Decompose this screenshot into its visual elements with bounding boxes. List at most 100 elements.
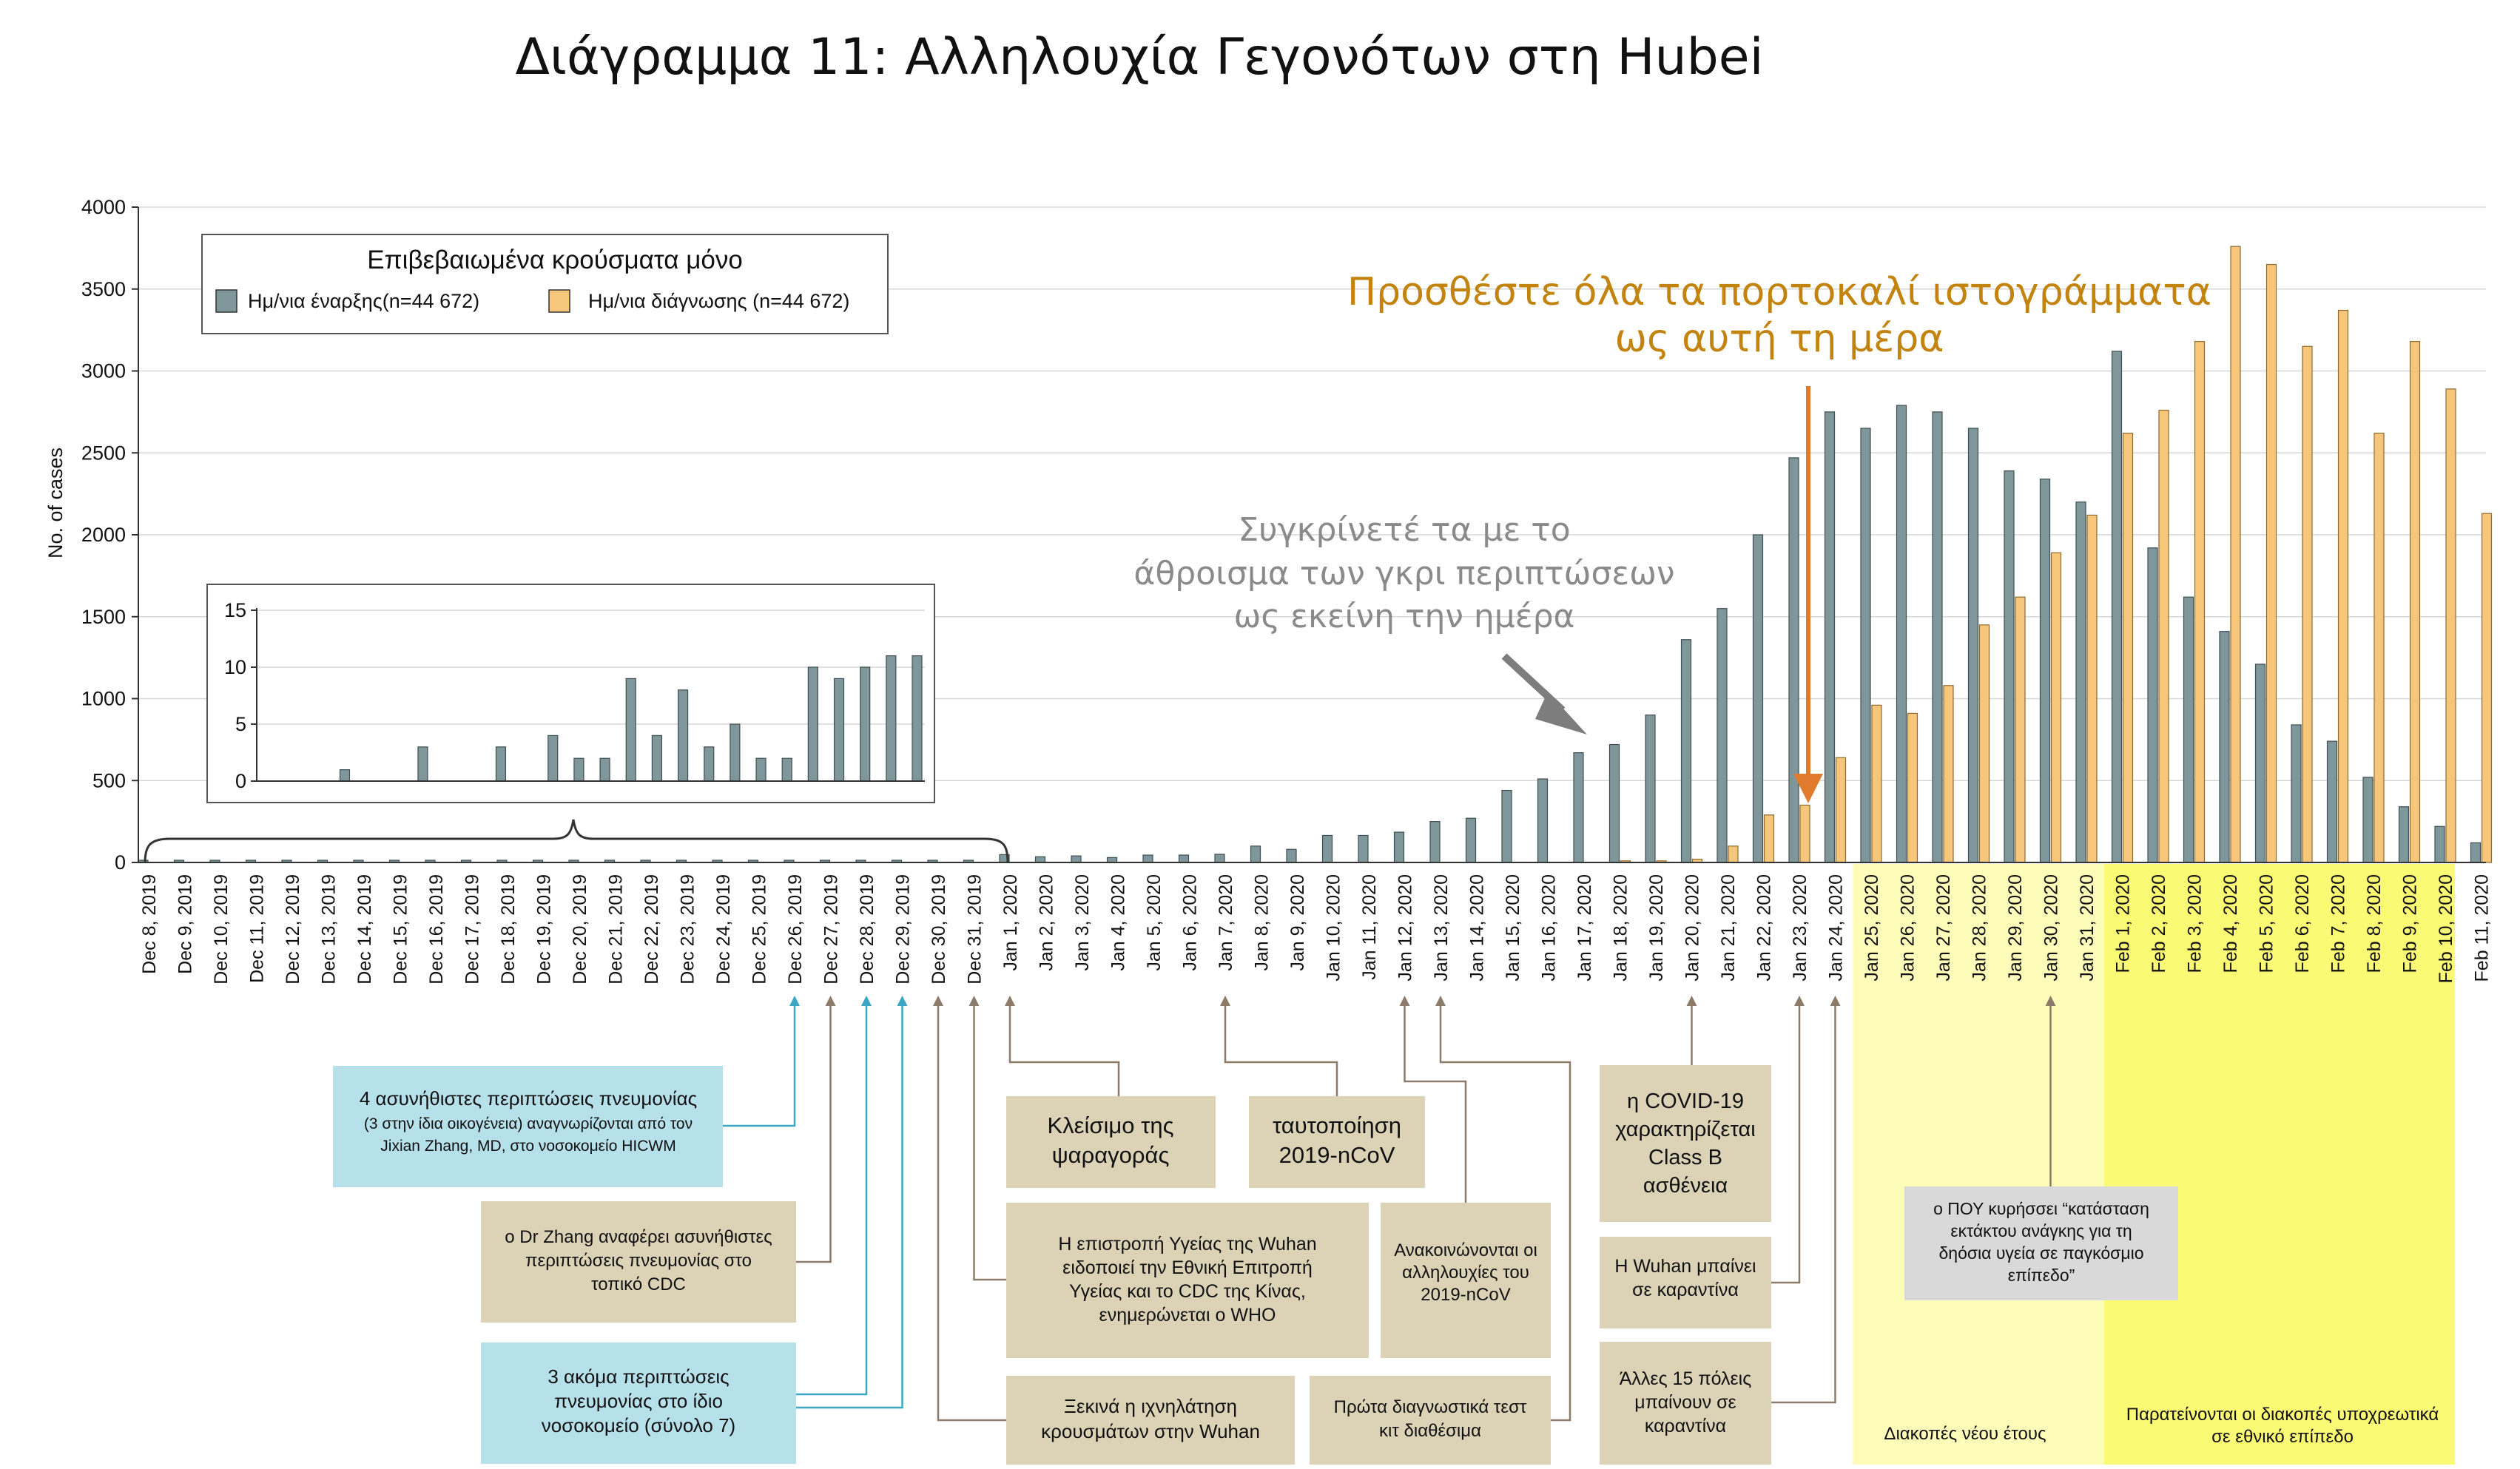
x-tick-label: Jan 31, 2020: [2077, 874, 2098, 982]
bar-diagnosis: [2122, 433, 2134, 863]
x-tick-label: Jan 8, 2020: [1252, 874, 1273, 971]
event-connector-arrowhead: [2045, 996, 2056, 1006]
x-tick-label: Jan 16, 2020: [1539, 874, 1560, 982]
event-first-cases-line1: 4 ασυνήθιστες περιπτώσεις πνευμονίας: [360, 1087, 697, 1110]
x-tick-label: Dec 26, 2019: [785, 874, 806, 985]
event-connector-line: [1771, 1004, 1836, 1404]
bar-onset: [1358, 834, 1369, 863]
x-tick-label: Jan 1, 2020: [1000, 874, 1021, 971]
inset-bar: [599, 757, 610, 782]
event-more-cases-line1: 3 ακόμα περιπτώσεις: [548, 1365, 729, 1388]
x-tick-label: Dec 18, 2019: [498, 874, 519, 985]
y-tick-label: 500: [92, 769, 126, 791]
x-tick-label: Jan 12, 2020: [1395, 874, 1416, 982]
x-tick-label: Dec 20, 2019: [570, 874, 590, 985]
x-tick-label: Dec 14, 2019: [354, 874, 375, 985]
bar-onset: [1465, 817, 1477, 863]
event-class-b-line2: χαρακτηρίζεται: [1615, 1118, 1755, 1141]
y-tick-label: 2500: [81, 442, 126, 464]
event-report-cdc-line2: περιπτώσεις πνευμονίας στο: [525, 1251, 752, 1271]
x-tick-label: Jan 14, 2020: [1467, 874, 1488, 982]
event-box-market-closure: [1006, 1096, 1216, 1188]
bar-onset: [1680, 639, 1692, 863]
x-tick-label: Dec 16, 2019: [426, 874, 447, 985]
event-boxes: 4 ασυνήθιστες περιπτώσεις πνευμονίας (3 …: [333, 1065, 2439, 1465]
event-report-cdc-line3: τοπικό CDC: [591, 1274, 686, 1294]
x-tick-label: Jan 21, 2020: [1718, 874, 1739, 982]
event-box-first-cases: [333, 1066, 723, 1187]
x-tick-label: Feb 1, 2020: [2113, 874, 2134, 973]
x-tick-label: Jan 2, 2020: [1037, 874, 1057, 971]
holiday-new-year-label: Διακοπές νέου έτους: [1884, 1424, 2046, 1444]
x-axis-ticks: Dec 8, 2019 Dec 9, 2019 Dec 10, 2019 Dec 11…: [139, 874, 2493, 985]
x-tick-label: Dec 9, 2019: [175, 874, 196, 974]
event-connector-arrowhead: [1794, 996, 1805, 1006]
x-tick-label: Jan 17, 2020: [1574, 874, 1595, 982]
y-tick-label: 1500: [81, 606, 126, 628]
x-tick-label: Jan 30, 2020: [2041, 874, 2062, 982]
legend-title: Επιβεβαιωμένα κρούσματα μόνο: [367, 246, 743, 274]
holiday-extended-label-line2: σε εθνικό επίπεδο: [2211, 1427, 2354, 1447]
event-box-wuhan-quarantine: [1600, 1237, 1771, 1328]
bar-onset: [1896, 405, 1907, 863]
inset-bar: [677, 689, 689, 782]
bar-onset: [2183, 596, 2194, 863]
legend-swatch-onset: [215, 289, 237, 313]
event-market-closure-line2: ψαραγοράς: [1052, 1142, 1170, 1168]
event-connector-line: [973, 1004, 1006, 1281]
event-connector-arrowhead: [1830, 996, 1841, 1006]
event-connector-arrowhead: [897, 996, 908, 1006]
gray-annotation-line1: Συγκρίνετέ τα με το: [1238, 511, 1570, 549]
bar-onset: [1142, 854, 1153, 863]
x-tick-label: Jan 29, 2020: [2005, 874, 2026, 982]
event-box-notify-who: [1006, 1203, 1369, 1358]
event-connector-arrowhead: [1220, 996, 1230, 1006]
x-tick-label: Jan 19, 2020: [1646, 874, 1667, 982]
bar-diagnosis: [1943, 685, 1954, 863]
event-notify-who-line3: Υγείας και το CDC της Κίνας,: [1069, 1281, 1306, 1302]
bar-onset: [1250, 845, 1261, 863]
x-tick-label: Dec 24, 2019: [713, 874, 734, 985]
inset-bar: [573, 757, 584, 782]
y-tick-label: 0: [115, 851, 126, 874]
event-15-cities-line1: Άλλες 15 πόλεις: [1620, 1368, 1752, 1389]
bar-onset: [1034, 856, 1046, 863]
x-tick-label: Jan 13, 2020: [1431, 874, 1452, 982]
y-axis-label: No. of cases: [44, 448, 67, 558]
bar-onset: [2326, 740, 2338, 863]
bar-onset: [2004, 470, 2015, 863]
x-tick-label: Dec 13, 2019: [319, 874, 340, 985]
y-tick-label: 3000: [81, 360, 126, 382]
event-box-who-emergency: [1904, 1186, 2178, 1300]
orange-arrow-head: [1793, 774, 1823, 803]
x-tick-label: Dec 17, 2019: [462, 874, 483, 985]
x-tick-label: Dec 21, 2019: [606, 874, 627, 985]
bar-onset: [2434, 825, 2445, 863]
bars: [138, 246, 2493, 863]
event-test-kits-line2: κιτ διαθέσιμα: [1379, 1421, 1481, 1441]
inset-bar: [704, 746, 715, 782]
inset-y-tick-label: 5: [235, 713, 246, 735]
x-tick-label: Jan 20, 2020: [1682, 874, 1703, 982]
bar-onset: [1429, 821, 1441, 863]
event-tracing-line2: κρουσμάτων στην Wuhan: [1041, 1420, 1260, 1442]
inset-bar: [548, 734, 559, 782]
x-tick-label: Jan 3, 2020: [1072, 874, 1093, 971]
x-tick-label: Dec 25, 2019: [749, 874, 770, 985]
x-tick-label: Dec 23, 2019: [678, 874, 698, 985]
x-tick-label: Dec 10, 2019: [211, 874, 232, 985]
bar-onset: [1214, 854, 1225, 863]
x-tick-label: Dec 29, 2019: [893, 874, 914, 985]
bar-onset: [1824, 411, 1836, 863]
bar-onset: [2219, 631, 2230, 863]
legend-box: [201, 234, 889, 334]
event-report-cdc-line1: ο Dr Zhang αναφέρει ασυνήθιστες: [505, 1227, 772, 1247]
event-class-b-line4: ασθένεια: [1643, 1174, 1728, 1198]
event-box-more-cases: [481, 1343, 796, 1464]
bar-onset: [1573, 752, 1584, 863]
inset-bar: [781, 757, 792, 782]
bar-onset: [1286, 848, 1297, 863]
y-tick-label: 4000: [81, 196, 126, 218]
x-tick-label: Jan 18, 2020: [1611, 874, 1631, 982]
inset-bar: [912, 655, 923, 782]
